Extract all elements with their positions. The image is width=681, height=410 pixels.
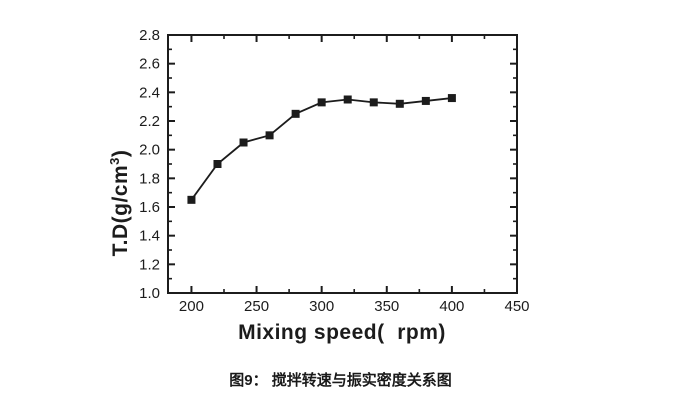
data-point-marker [239, 138, 248, 147]
data-point-marker [447, 94, 456, 103]
y-axis-title: T.D(g/cm3) [107, 149, 133, 257]
data-point-marker [291, 109, 300, 118]
figure-caption: 图9： 搅拌转速与振实密度关系图 [229, 372, 452, 389]
x-tick-label: 200 [179, 298, 204, 315]
data-point-marker [213, 160, 222, 168]
data-point-marker [421, 96, 430, 105]
y-tick-label: 2.6 [139, 56, 160, 73]
y-axis-title-close-paren: ) [109, 149, 132, 158]
y-tick-label: 1.2 [139, 256, 160, 273]
y-tick-label: 1.0 [139, 285, 160, 302]
y-tick-label: 2.0 [139, 142, 160, 159]
y-tick-label: 1.4 [139, 228, 160, 245]
x-tick-label: 450 [504, 298, 529, 315]
y-tick-label: 2.8 [139, 27, 160, 44]
data-point-marker [317, 98, 326, 107]
x-axis-title: Mixing speed( rpm) [238, 321, 446, 344]
y-tick-label: 2.2 [139, 113, 160, 130]
y-tick-label: 2.4 [139, 84, 160, 101]
y-axis-title-superscript: 3 [107, 157, 122, 165]
plot-frame [167, 34, 518, 294]
y-axis-title-text: T.D(g/cm [109, 164, 132, 257]
x-tick-label: 250 [244, 298, 269, 315]
x-tick-label: 350 [374, 298, 399, 315]
data-point-marker [369, 98, 378, 107]
line-chart: 200 250 300 350 400 450 1.0 1.2 1.4 1.6 1.8 2.0 2.2 2… [139, 27, 529, 315]
data-point-marker [343, 95, 352, 104]
y-tick-label: 1.8 [139, 170, 160, 187]
y-tick-label: 1.6 [139, 199, 160, 216]
data-point-marker [187, 195, 196, 204]
data-point-marker [395, 99, 404, 108]
x-tick-label: 400 [439, 298, 464, 315]
data-point-marker [265, 131, 274, 140]
x-tick-label: 300 [309, 298, 334, 315]
data-series-line [190, 97, 452, 201]
